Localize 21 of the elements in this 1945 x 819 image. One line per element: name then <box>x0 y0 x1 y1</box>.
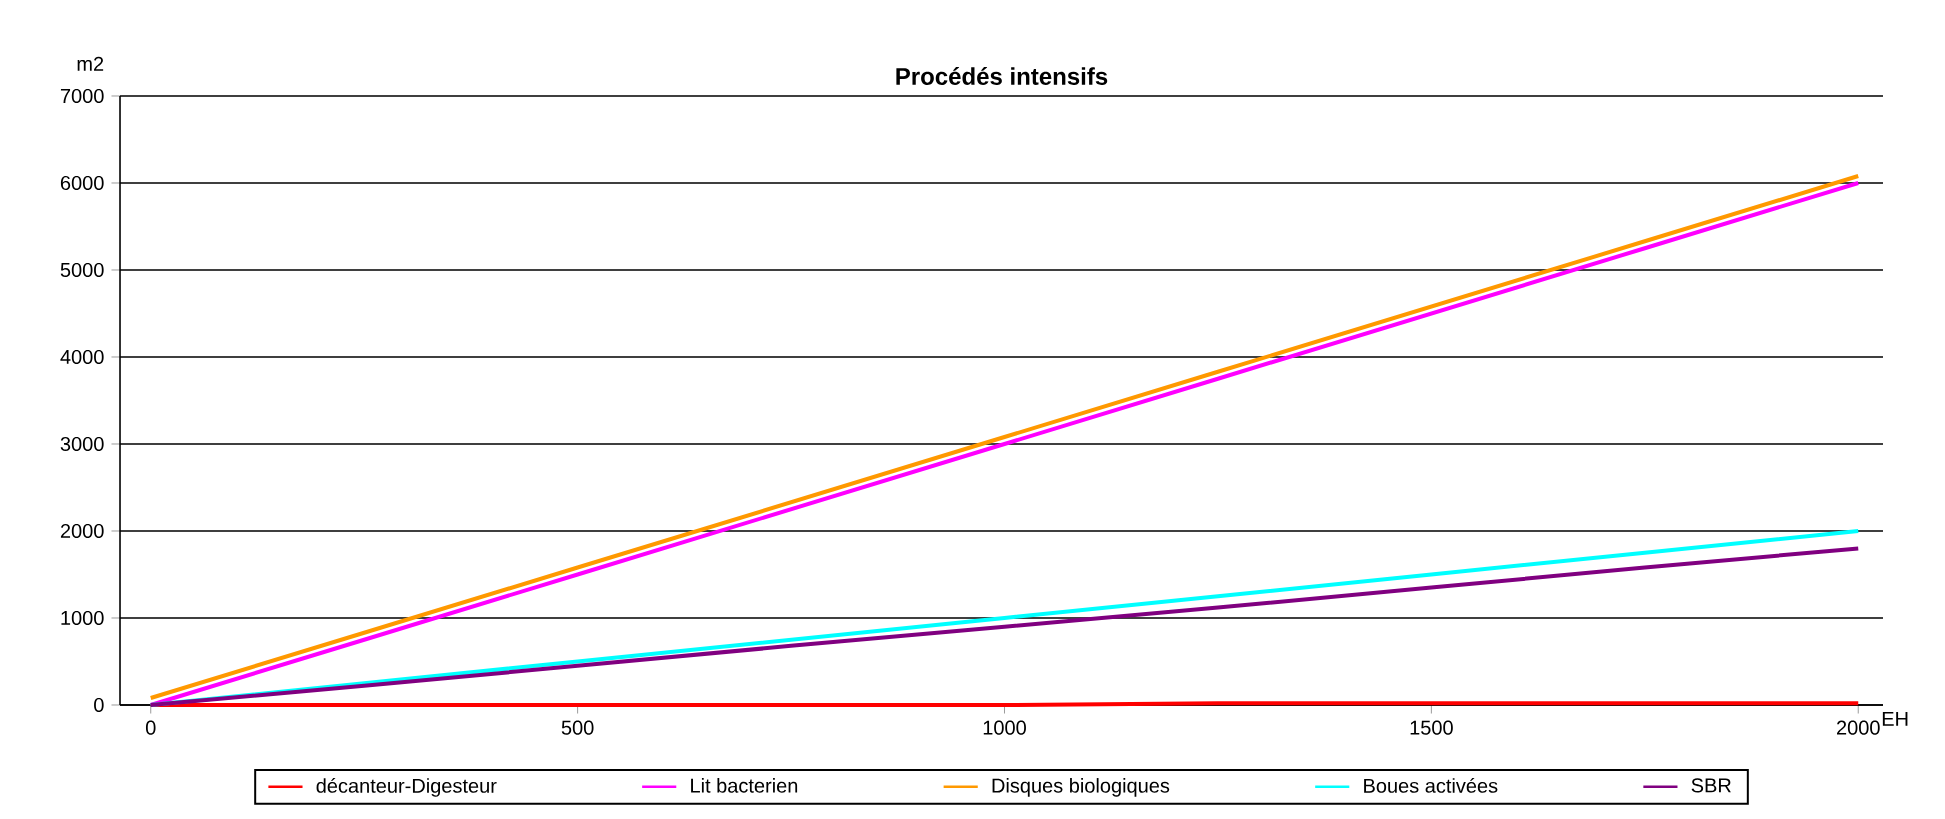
y-tick-label: 4000 <box>60 349 104 365</box>
y-axis-title: m2 <box>77 56 104 71</box>
legend-label: décanteur-Digesteur <box>316 777 497 797</box>
x-tick-label: 1500 <box>1410 720 1453 735</box>
y-tick-label: 7000 <box>60 88 104 104</box>
y-tick-label: 6000 <box>60 175 104 191</box>
legend-label: Lit bacterien <box>691 778 798 793</box>
legend-label: Boues activées <box>1364 777 1498 793</box>
y-tick-label: 3000 <box>60 436 104 452</box>
legend-label: SBR <box>1691 778 1731 793</box>
x-axis-title: EH <box>1882 712 1908 726</box>
x-tick-label: 500 <box>561 720 594 735</box>
x-tick-label: 1000 <box>983 720 1026 735</box>
legend-label: Disques biologiques <box>992 778 1170 797</box>
y-tick-label: 5000 <box>60 262 104 278</box>
chart-title: Procédés intensifs <box>896 67 1108 85</box>
y-tick-label: 1000 <box>61 610 104 626</box>
y-tick-label: 0 <box>94 697 104 713</box>
x-tick-label: 0 <box>145 720 156 735</box>
x-tick-label: 2000 <box>1837 720 1880 735</box>
y-tick-label: 2000 <box>60 523 104 539</box>
